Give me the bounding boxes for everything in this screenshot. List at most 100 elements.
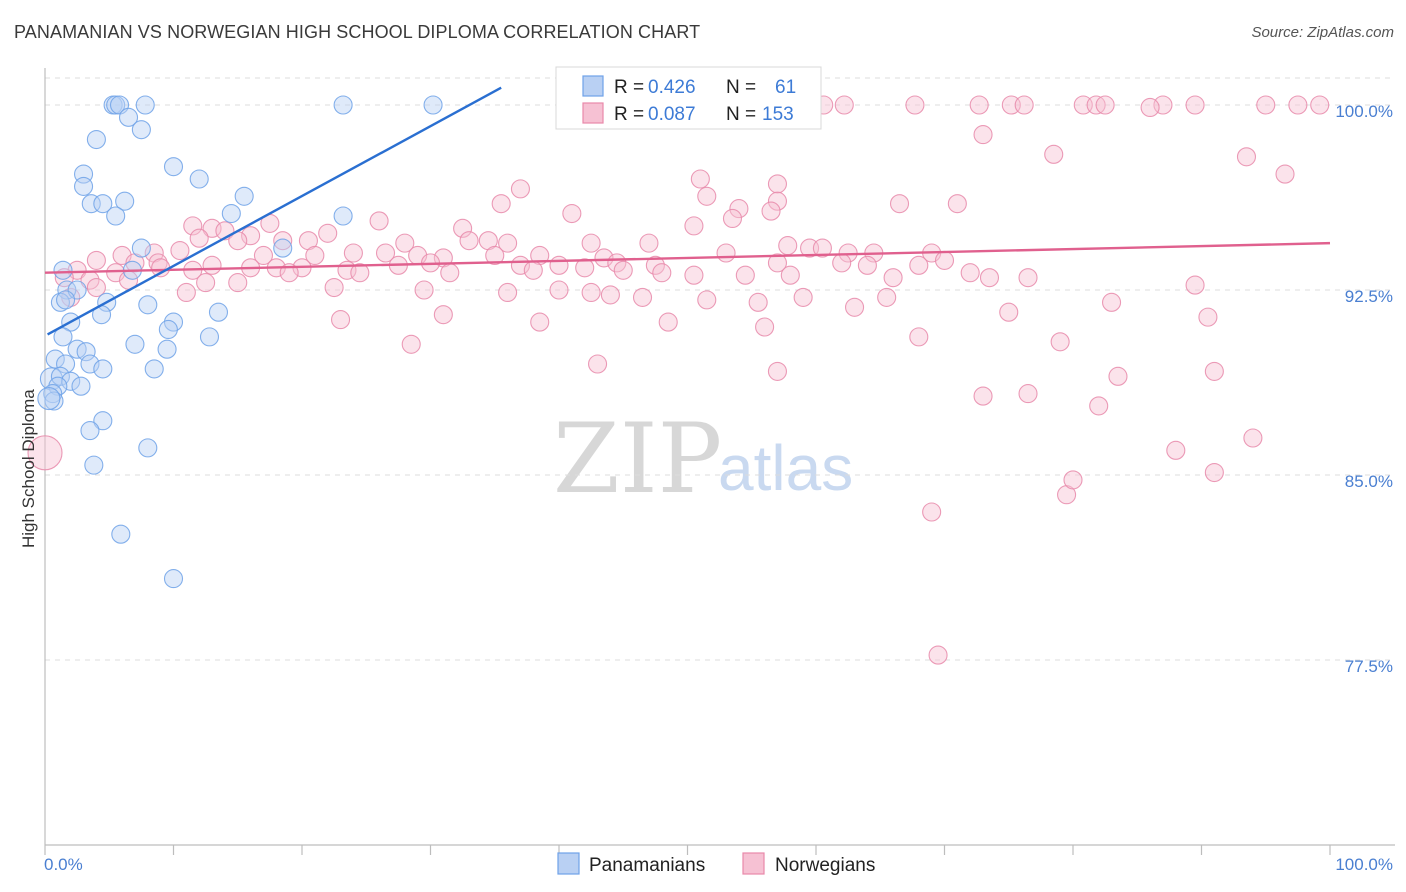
panamanian-point xyxy=(157,339,177,359)
norwegian-point xyxy=(1310,95,1330,115)
panamanian-point xyxy=(93,411,113,431)
norwegian-point xyxy=(1063,470,1083,490)
norwegian-point xyxy=(922,502,942,522)
watermark-zip: ZIP xyxy=(553,403,722,515)
panamanian-point xyxy=(189,169,209,189)
norwegian-point xyxy=(639,233,659,253)
norwegian-point xyxy=(330,310,351,330)
panamanians-trend-line xyxy=(46,86,502,336)
norwegian-point xyxy=(793,287,813,307)
norwegian-point xyxy=(613,260,633,280)
norwegian-point xyxy=(176,282,196,303)
watermark-atlas: atlas xyxy=(718,432,853,504)
norwegian-point xyxy=(1185,95,1205,115)
stats-legend: R = 0.426 N = 61 R = 0.087 N = 153 xyxy=(555,66,822,130)
panamanian-point xyxy=(86,129,106,150)
norwegian-point xyxy=(883,268,903,288)
norwegian-point xyxy=(632,287,653,307)
norwegian-point xyxy=(324,277,344,298)
norwegian-point xyxy=(755,317,775,337)
norwegian-point xyxy=(979,268,1000,288)
norwegian-point xyxy=(440,263,460,283)
norwegian-point xyxy=(183,216,203,236)
norwegian-point xyxy=(86,250,106,270)
norwegian-point xyxy=(690,169,710,189)
norwegian-point xyxy=(375,243,396,263)
norwegian-point xyxy=(857,255,877,275)
norwegian-point xyxy=(905,95,925,115)
panamanian-point xyxy=(37,386,61,411)
norwegian-point xyxy=(587,354,608,374)
norwegian-point xyxy=(581,282,601,303)
panamanian-point xyxy=(44,391,64,411)
y-tick-label-1: 85.0% xyxy=(1345,472,1393,491)
norwegian-point xyxy=(1185,275,1205,295)
norwegian-point xyxy=(697,186,717,206)
norwegian-point xyxy=(1243,428,1263,448)
panamanian-point xyxy=(131,238,151,258)
norwegian-point xyxy=(652,263,672,283)
norwegian-point xyxy=(748,292,768,312)
norwegian-point xyxy=(832,253,852,273)
norwegian-point xyxy=(729,199,749,219)
norwegian-point xyxy=(453,218,473,238)
panamanian-point xyxy=(80,421,100,441)
norwegian-point xyxy=(778,236,798,256)
norwegian-point xyxy=(844,297,865,317)
norwegian-point xyxy=(684,216,704,236)
norwegian-point xyxy=(889,194,910,214)
norwegian-point xyxy=(767,253,788,273)
panamanians-points xyxy=(37,95,587,589)
norwegian-point xyxy=(1204,361,1224,381)
panamanian-point xyxy=(273,238,293,258)
panamanian-point xyxy=(333,95,353,115)
norwegian-point xyxy=(1102,292,1122,312)
panamanian-point xyxy=(93,359,113,379)
panamanian-point xyxy=(43,384,63,404)
legend-n-value-panamanians: 61 xyxy=(775,77,796,98)
norwegian-point xyxy=(812,238,832,258)
bottom-legend-norwegians: Norwegians xyxy=(775,855,875,876)
y-tick-label-2: 92.5% xyxy=(1345,287,1393,306)
trend-lines xyxy=(44,86,1331,336)
norwegian-point xyxy=(973,386,993,406)
norwegian-point xyxy=(645,255,665,275)
panamanian-point xyxy=(423,95,443,115)
norwegian-point xyxy=(510,179,531,199)
x-tick-label-0: 0.0% xyxy=(44,855,83,874)
norwegian-point xyxy=(196,273,216,293)
panamanian-point xyxy=(74,176,94,196)
norwegian-point xyxy=(594,248,614,268)
norwegian-point xyxy=(86,277,106,298)
legend-n-label-norwegians: N = xyxy=(726,104,756,125)
norwegian-point xyxy=(1198,307,1218,327)
norwegian-point xyxy=(947,194,967,214)
norwegian-point xyxy=(459,231,479,251)
norwegian-point xyxy=(395,233,415,253)
norwegian-point xyxy=(170,240,190,261)
bottom-legend-swatch-norwegians xyxy=(742,852,765,875)
axes xyxy=(44,68,1395,855)
legend-r-value-panamanians: 0.426 xyxy=(648,77,696,98)
panamanian-point xyxy=(50,292,70,312)
y-tick-label-0: 77.5% xyxy=(1345,657,1393,676)
legend-r-label-panamanians: R = xyxy=(614,77,644,98)
panamanian-point xyxy=(84,455,104,475)
x-tick-label-1: 100.0% xyxy=(1335,855,1393,874)
norwegian-point xyxy=(1095,95,1115,115)
norwegian-point xyxy=(767,191,788,211)
norwegian-point xyxy=(1275,164,1295,184)
norwegian-point xyxy=(1236,147,1257,167)
legend-r-label-norwegians: R = xyxy=(614,104,644,125)
panamanian-point xyxy=(71,376,91,396)
norwegian-point xyxy=(600,285,620,305)
panamanian-point xyxy=(138,295,158,315)
norwegian-point xyxy=(273,231,293,251)
norwegian-point xyxy=(767,174,788,194)
norwegian-point xyxy=(1044,144,1064,164)
panamanian-point xyxy=(61,371,81,391)
panamanian-point xyxy=(333,206,353,226)
norwegian-point xyxy=(148,253,168,273)
norwegian-point xyxy=(189,228,209,248)
panamanian-point xyxy=(81,194,101,214)
